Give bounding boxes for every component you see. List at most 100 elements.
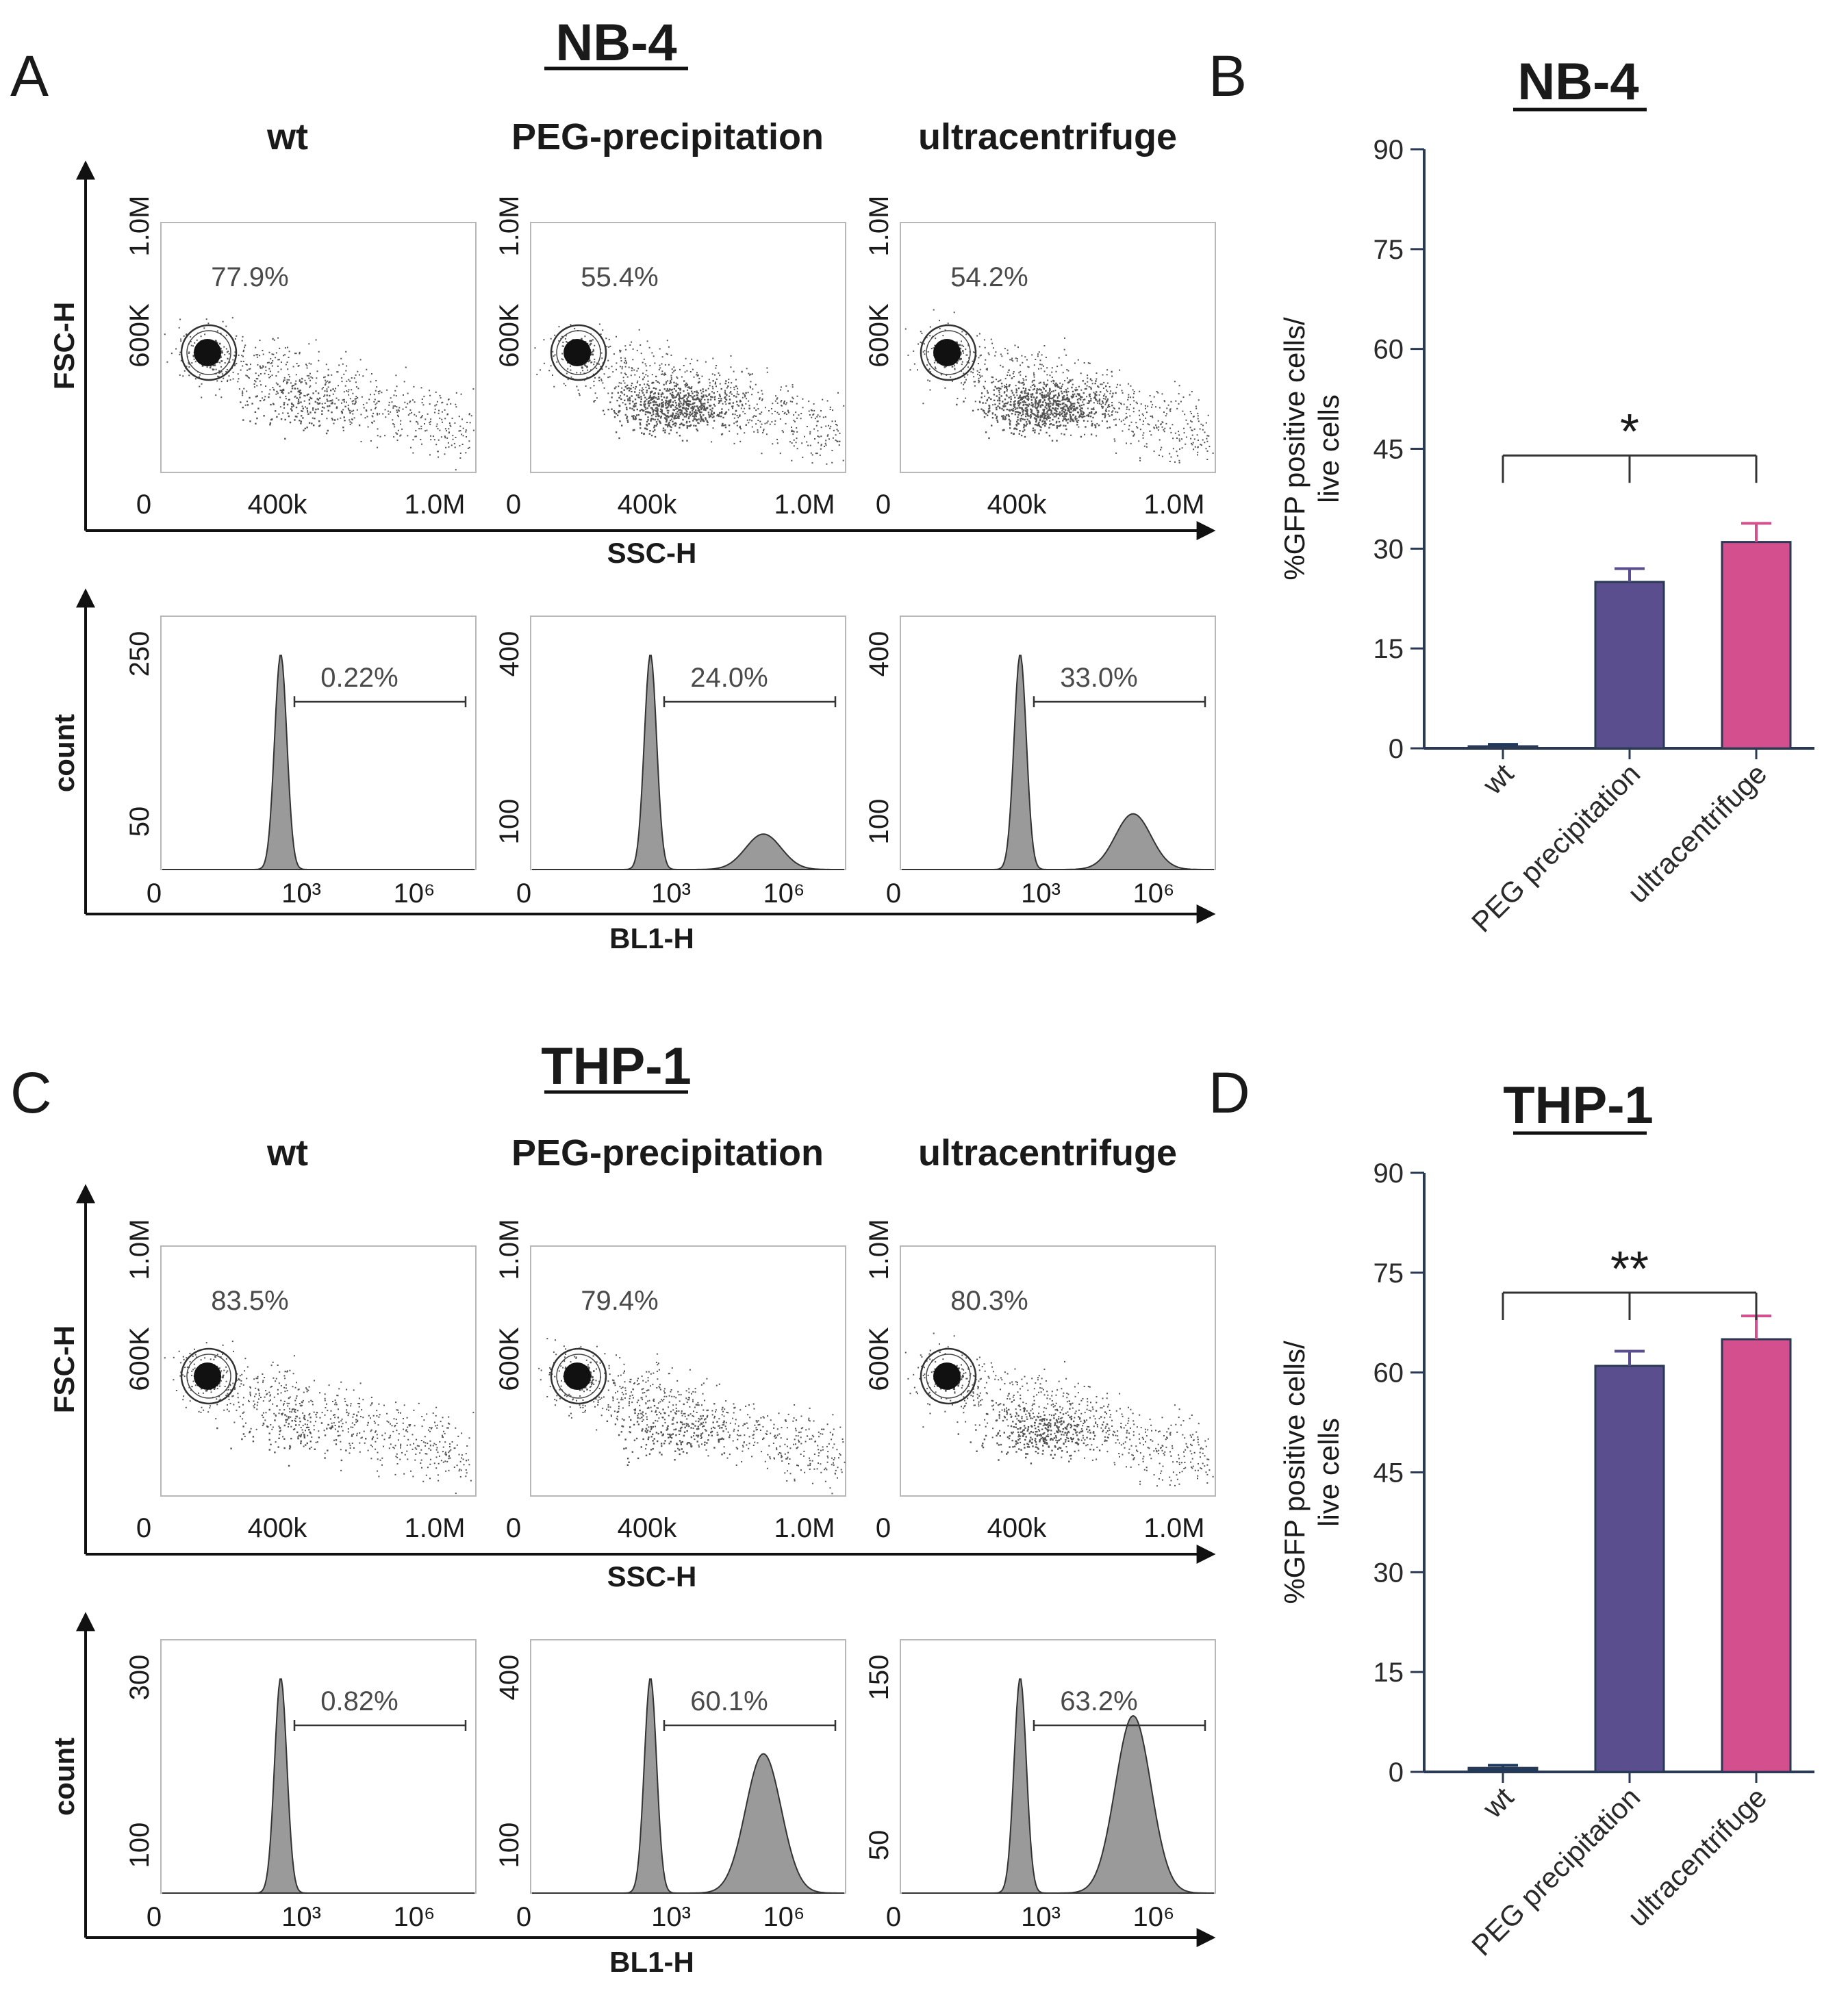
bar-ytick-label: 15 [1374, 634, 1404, 664]
hist-ytick-low: 100 [494, 1823, 524, 1868]
section-title: THP-1 [541, 1037, 692, 1095]
bar-ytick-label: 60 [1374, 335, 1404, 365]
hist-frame [530, 1639, 846, 1894]
scatter-frame [900, 222, 1216, 473]
bar-ylabel-line: live cells [1313, 394, 1345, 503]
bar-ylabel-line: %GFP positive cells/ [1278, 1341, 1311, 1604]
scatter-xtick-0: 0 [136, 1513, 151, 1543]
hist-frame [900, 1639, 1216, 1894]
hist-ytick-high: 400 [864, 631, 894, 677]
scatter-plot-1: 600K 1.0M 0 400k 1.0M 79.4% [494, 1219, 846, 1543]
scatter-ytick-1m: 1.0M [864, 196, 894, 257]
scatter-core [564, 1362, 591, 1390]
bar-title: NB-4 [1517, 53, 1638, 111]
panel-label-D: D [1208, 1061, 1250, 1125]
scatter-ytick-600k: 600K [494, 1327, 524, 1391]
scatter-events [534, 323, 845, 465]
scatter-contour [926, 330, 971, 375]
scatter-events [538, 1338, 846, 1495]
scatter-ytick-1m: 1.0M [125, 1219, 155, 1280]
bar-ylabel-line: %GFP positive cells/ [1278, 317, 1311, 581]
hist-xtick-1e6: 10⁶ [1133, 878, 1175, 909]
bar-ytick-label: 30 [1374, 1558, 1404, 1588]
bar-ytick-label: 75 [1374, 235, 1404, 265]
scatter-xtick-1m: 1.0M [1144, 1513, 1205, 1543]
scatter-plot-0: 600K 1.0M 0 400k 1.0M 77.9% [125, 196, 477, 520]
scatter-xtick-400k: 400k [618, 1513, 678, 1543]
scatter-plot-2: 600K 1.0M 0 400k 1.0M 80.3% [864, 1219, 1216, 1543]
hist-xtick-1e6: 10⁶ [394, 1902, 435, 1932]
scatter-plot-2: 600K 1.0M 0 400k 1.0M 54.2% [864, 196, 1216, 520]
bar-category-label-0: wt [1476, 1781, 1520, 1825]
scatter-core [564, 339, 591, 366]
sig-label: * [1620, 405, 1639, 459]
hist-xtick-1e6: 10⁶ [763, 1902, 805, 1932]
scatter-xtick-0: 0 [506, 1513, 521, 1543]
hist-ytick-high: 300 [125, 1655, 155, 1701]
bar-ytick-label: 15 [1374, 1658, 1404, 1688]
scatter-xtick-1m: 1.0M [1144, 490, 1205, 520]
hist-xtick-1e3: 10³ [651, 878, 691, 909]
scatter-xtick-400k: 400k [987, 490, 1048, 520]
histogram-0: 50 250 0 10³ 10⁶ 0.22% [125, 616, 477, 909]
scatter-xtick-0: 0 [506, 490, 521, 520]
scatter-core [933, 339, 961, 366]
scatter-ytick-600k: 600K [494, 303, 524, 368]
scatter-xtick-400k: 400k [248, 490, 308, 520]
panel-label-B: B [1208, 44, 1247, 108]
scatter-ytick-1m: 1.0M [864, 1219, 894, 1280]
scatter-gate-percent: 83.5% [211, 1286, 288, 1316]
scatter-core [194, 1362, 221, 1390]
hist-curve [162, 655, 474, 870]
bar-ytick-label: 90 [1374, 135, 1404, 165]
scatter-ytick-1m: 1.0M [494, 1219, 524, 1280]
hist-xtick-1e3: 10³ [281, 1902, 321, 1932]
column-header-0: wt [266, 116, 308, 157]
scatter-gate [550, 324, 607, 381]
bar-1 [1594, 581, 1665, 750]
scatter-xtick-0: 0 [876, 1513, 891, 1543]
panel-label-C: C [10, 1061, 52, 1125]
hist-xtick-0: 0 [516, 1902, 531, 1932]
scatter-gate-percent: 80.3% [950, 1286, 1028, 1316]
bar-2 [1721, 541, 1792, 750]
column-header-2: ultracentrifuge [918, 116, 1177, 157]
hist-gate-percent: 0.22% [320, 663, 398, 693]
scatter-frame [530, 1245, 846, 1497]
scatter-xtick-1m: 1.0M [774, 490, 835, 520]
scatter-x-label: SSC-H [607, 537, 697, 569]
bar-ytick-label: 60 [1374, 1358, 1404, 1388]
hist-xtick-1e3: 10³ [1021, 878, 1061, 909]
bar-ytick-label: 90 [1374, 1158, 1404, 1189]
scatter-contour [926, 1354, 971, 1399]
scatter-gate-percent: 77.9% [211, 262, 288, 292]
histogram-1: 100 400 0 10³ 10⁶ 24.0% [494, 616, 846, 909]
bar-category-label-0: wt [1476, 757, 1520, 801]
scatter-xtick-1m: 1.0M [405, 490, 466, 520]
hist-ytick-high: 400 [494, 1655, 524, 1701]
bar-ytick-label: 45 [1374, 435, 1404, 465]
scatter-frame [160, 1245, 477, 1497]
sig-label: ** [1610, 1242, 1649, 1297]
bar-ytick-label: 0 [1389, 1758, 1404, 1788]
hist-x-label: BL1-H [609, 1946, 694, 1978]
hist-curve [162, 1678, 474, 1894]
hist-curve [532, 1678, 844, 1894]
hist-y-label: count [48, 1738, 80, 1816]
scatter-ytick-600k: 600K [125, 1327, 155, 1391]
hist-frame [160, 1639, 477, 1894]
hist-frame [160, 616, 477, 870]
histogram-2: 100 400 0 10³ 10⁶ 33.0% [864, 616, 1216, 909]
hist-frame [900, 616, 1216, 870]
bar-0 [1467, 1766, 1539, 1773]
scatter-ytick-1m: 1.0M [125, 196, 155, 257]
scatter-gate [550, 1347, 607, 1405]
bar-chart-nb4: NB-4 0 15 30 45 60 75 90 %GFP positive cells/liv… [1278, 53, 1814, 938]
scatter-contour [186, 330, 231, 375]
scatter-ytick-600k: 600K [125, 303, 155, 368]
hist-ytick-low: 100 [125, 1823, 155, 1868]
hist-xtick-0: 0 [147, 878, 162, 909]
scatter-y-label: FSC-H [48, 302, 80, 390]
scatter-gate [180, 1347, 238, 1405]
flow-panel-thp1: THP-1 wt PEG-precipitation ultracentrifuge F… [48, 1037, 1216, 1978]
